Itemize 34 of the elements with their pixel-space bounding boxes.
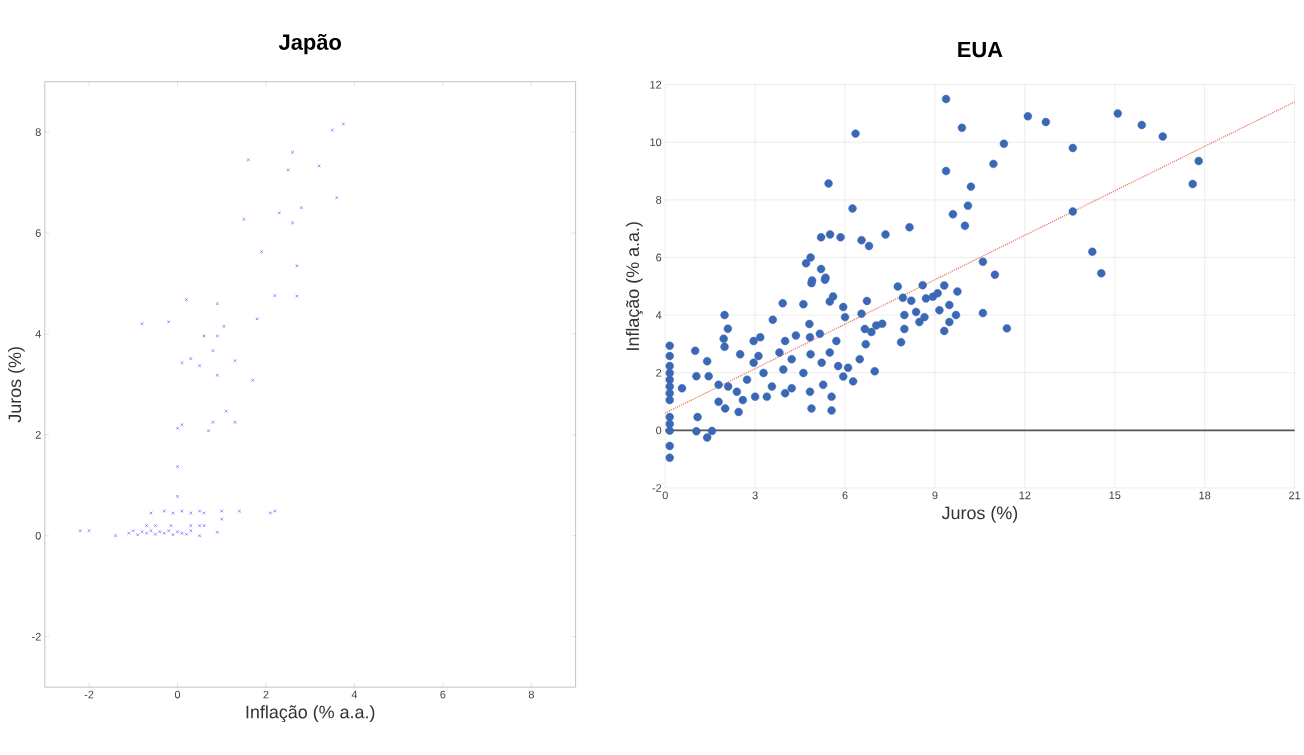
y-axis-title: Juros (%) [8, 347, 25, 423]
x-tick-label: 2 [263, 690, 269, 699]
x-tick-label: 9 [932, 491, 938, 500]
x-tick-label: 0 [174, 690, 181, 699]
x-tick-label: 6 [440, 690, 446, 699]
x-tick-label: 12 [1019, 491, 1031, 500]
y-tick-label: 10 [650, 138, 662, 147]
x-tick-label: 15 [1109, 491, 1121, 500]
y-tick-label: 6 [35, 229, 41, 237]
y-tick-label: 8 [656, 196, 662, 204]
x-tick-label: 0 [662, 491, 668, 500]
y-tick-label: 12 [650, 80, 662, 89]
x-tick-label: -2 [84, 690, 94, 699]
chart-title: Japão [278, 33, 341, 55]
chart-title: EUA [958, 42, 1003, 58]
y-tick-label: 0 [35, 531, 41, 540]
x-tick-label: 8 [528, 690, 534, 699]
y-axis-title: Inflação (% a.a.) [625, 222, 643, 350]
y-tick-label: 2 [35, 431, 41, 439]
y-tick-label: 0 [656, 426, 662, 435]
y-tick-label: 4 [655, 311, 662, 319]
x-tick-label: 3 [752, 491, 758, 500]
x-tick-label: 4 [351, 690, 358, 699]
y-tick-label: 4 [35, 330, 41, 338]
y-tick-label: 2 [656, 368, 662, 377]
y-tick-label: 8 [35, 128, 41, 137]
y-tick-label: 6 [656, 253, 662, 262]
x-axis-title: Inflação (% a.a.) [246, 705, 375, 723]
x-tick-label: 6 [842, 491, 848, 500]
x-tick-label: 21 [1289, 491, 1301, 500]
y-tick-label: -2 [652, 484, 662, 492]
y-tick-label: -2 [32, 632, 41, 641]
x-tick-label: 18 [1199, 491, 1211, 500]
x-axis-title: Juros (%) [941, 506, 1018, 523]
